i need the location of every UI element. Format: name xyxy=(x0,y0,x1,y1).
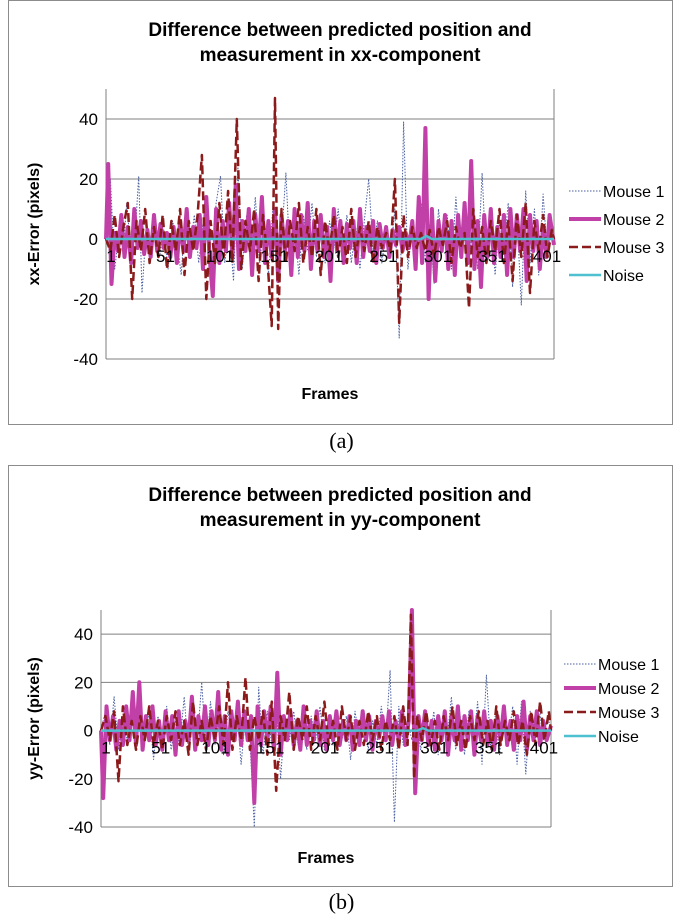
series-line-mouse-3 xyxy=(104,96,556,331)
x-tick-label: 201 xyxy=(315,247,343,266)
y-tick-label: -40 xyxy=(68,818,93,837)
legend-label: Noise xyxy=(603,268,644,285)
x-tick-label: 301 xyxy=(424,247,452,266)
x-tick-label: 251 xyxy=(366,739,394,758)
y-axis-title: yy-Error (pixels) xyxy=(26,657,43,780)
legend-label: Mouse 2 xyxy=(603,212,664,229)
x-tick-label: 151 xyxy=(256,739,284,758)
y-tick-label: -40 xyxy=(73,350,98,369)
x-tick-label: 151 xyxy=(260,247,288,266)
chart-title-line: measurement in yy-component xyxy=(200,510,482,531)
x-tick-label: 1 xyxy=(101,739,110,758)
chart-b: Difference between predicted position an… xyxy=(26,485,659,867)
legend-label: Mouse 3 xyxy=(603,240,664,257)
y-axis-title: xx-Error (pixels) xyxy=(26,163,43,286)
x-tick-label: 51 xyxy=(151,739,170,758)
chart-panel-b: Difference between predicted position an… xyxy=(8,465,673,887)
legend-label: Mouse 1 xyxy=(598,657,659,674)
series-line-mouse-3 xyxy=(99,613,553,793)
legend-label: Noise xyxy=(598,729,639,746)
y-tick-label: 20 xyxy=(79,170,98,189)
y-tick-label: 40 xyxy=(74,625,93,644)
x-tick-label: 1 xyxy=(106,247,115,266)
y-tick-label: -20 xyxy=(68,770,93,789)
legend-label: Mouse 1 xyxy=(603,184,664,201)
x-axis-title: Frames xyxy=(298,850,355,867)
y-tick-label: 0 xyxy=(84,722,93,741)
x-tick-label: 201 xyxy=(311,739,339,758)
x-tick-label: 351 xyxy=(475,739,503,758)
x-tick-label: 301 xyxy=(420,739,448,758)
y-tick-label: 20 xyxy=(74,673,93,692)
x-tick-label: 101 xyxy=(201,739,229,758)
series-line-mouse-2 xyxy=(99,608,553,805)
x-tick-label: 401 xyxy=(530,739,558,758)
chart-title-line: measurement in xx-component xyxy=(200,45,482,66)
caption-b: (b) xyxy=(328,889,355,914)
y-tick-label: 40 xyxy=(79,110,98,129)
chart-panel-a: Difference between predicted position an… xyxy=(8,0,673,425)
caption-a: (a) xyxy=(329,428,354,453)
x-tick-label: 251 xyxy=(369,247,397,266)
x-tick-label: 51 xyxy=(156,247,175,266)
x-axis-title: Frames xyxy=(302,386,359,403)
legend-label: Mouse 3 xyxy=(598,705,659,722)
x-tick-label: 101 xyxy=(206,247,234,266)
series-line-mouse-2 xyxy=(104,126,556,301)
chart-title-line: Difference between predicted position an… xyxy=(148,20,531,41)
y-tick-label: 0 xyxy=(89,230,98,249)
x-tick-label: 351 xyxy=(478,247,506,266)
chart-a: Difference between predicted position an… xyxy=(26,20,664,403)
series-line-noise xyxy=(101,726,551,732)
legend-label: Mouse 2 xyxy=(598,681,659,698)
series-line-mouse-1 xyxy=(105,121,555,339)
y-tick-label: -20 xyxy=(73,290,98,309)
chart-title-line: Difference between predicted position an… xyxy=(148,485,531,506)
series-line-noise xyxy=(106,234,554,241)
x-tick-label: 401 xyxy=(533,247,561,266)
